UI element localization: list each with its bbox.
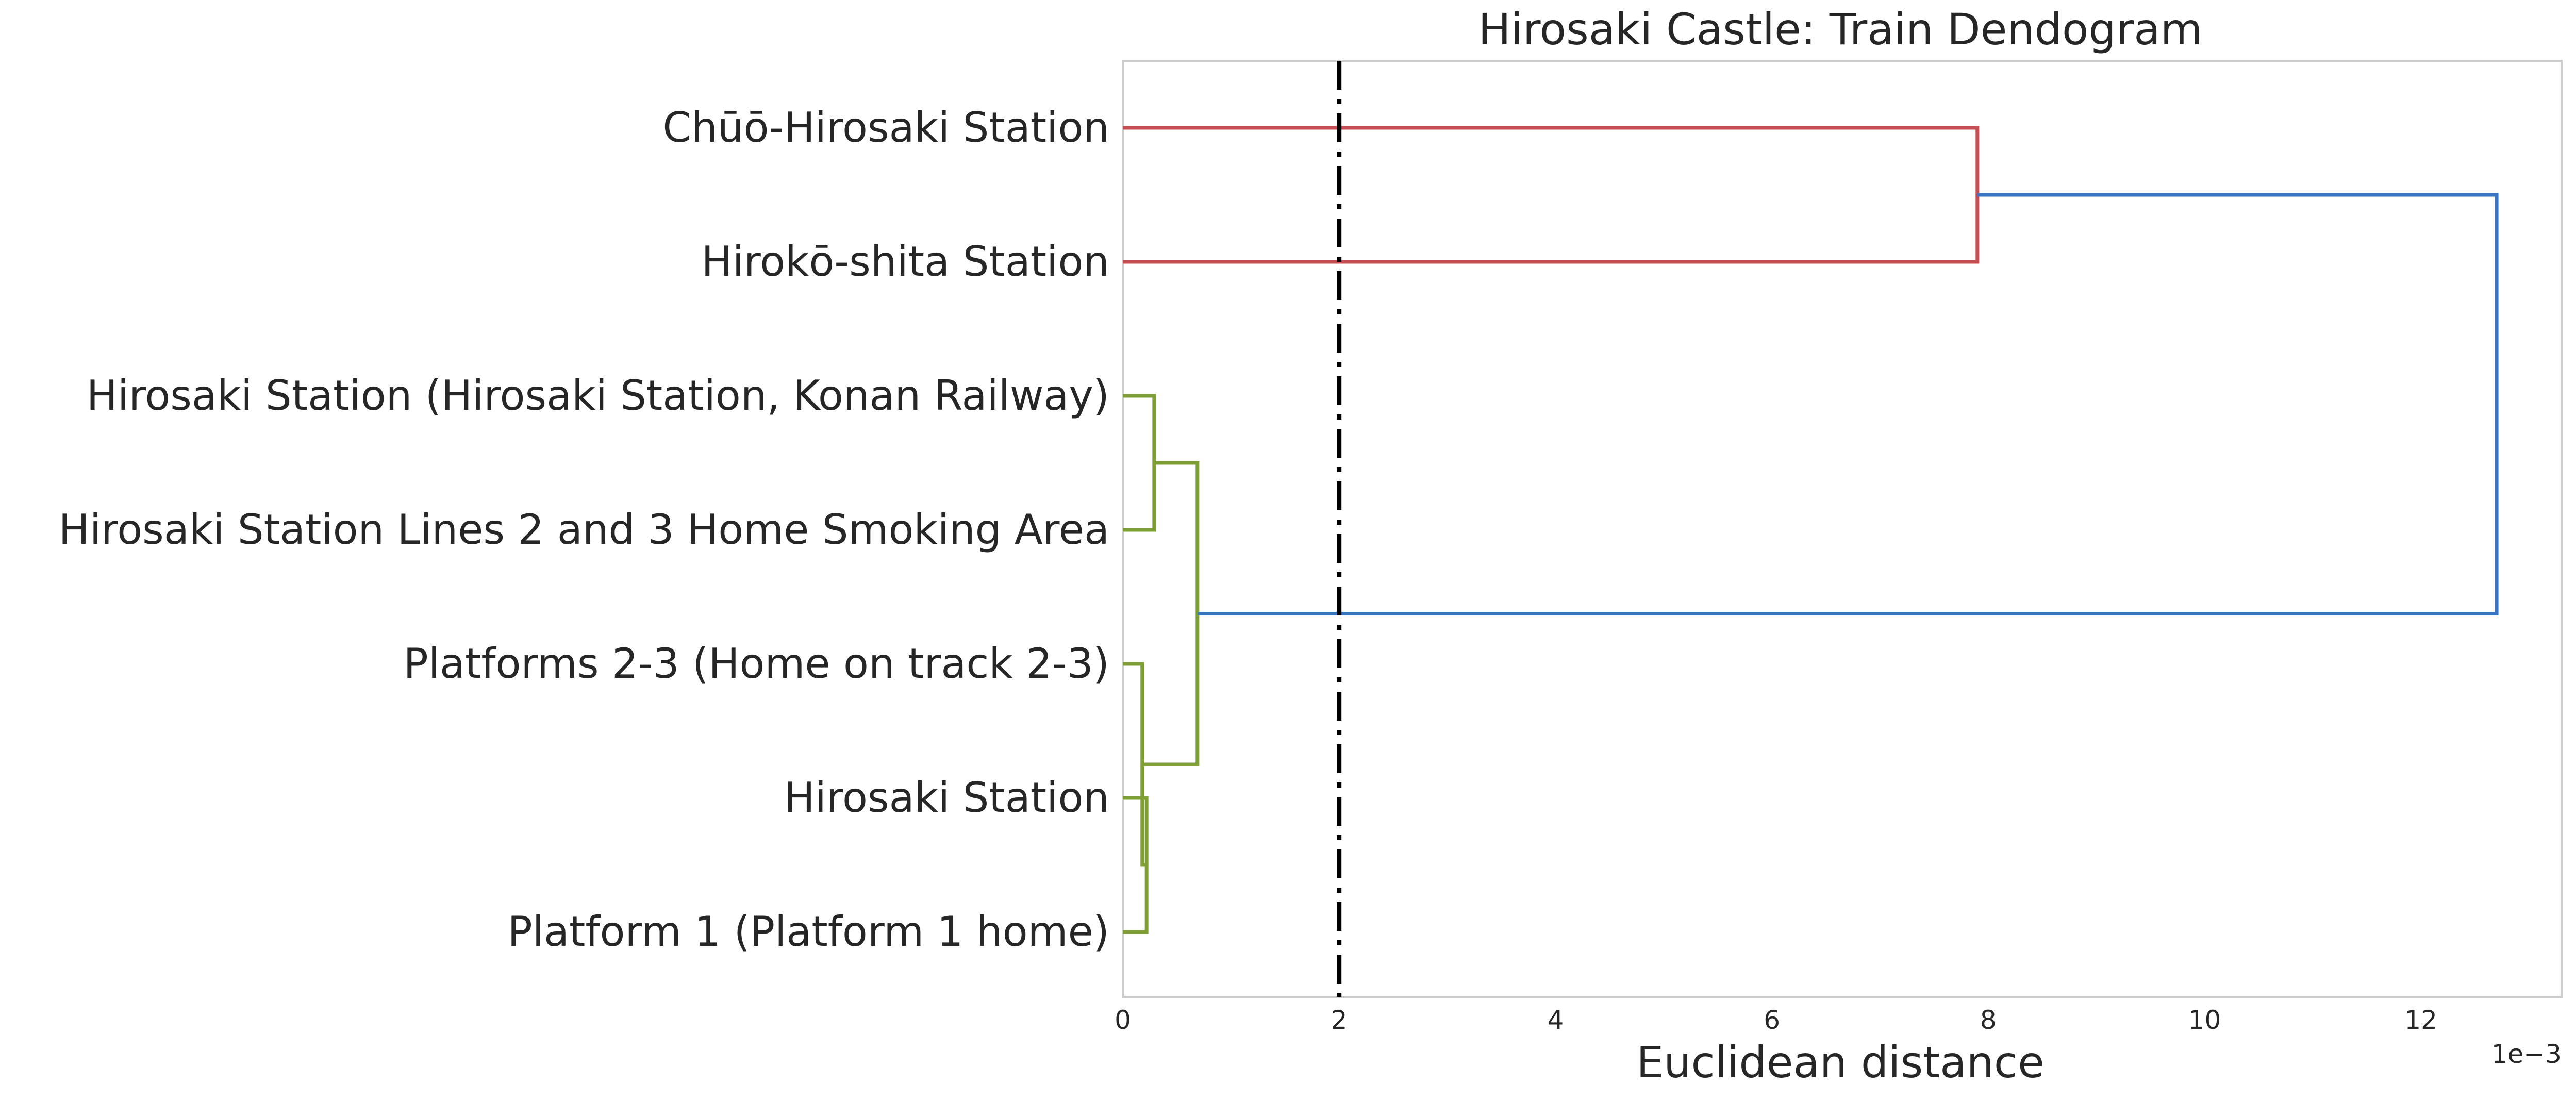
x-tick-label: 4 (1547, 1005, 1564, 1035)
x-axis-label: Euclidean distance (1636, 1037, 2045, 1088)
dendrogram-link (1123, 126, 1980, 264)
leaf-label: Chūō-Hirosaki Station (662, 104, 1109, 152)
x-tick-label: 12 (2404, 1005, 2437, 1035)
x-tick-label: 6 (1764, 1005, 1780, 1035)
dendrogram-link (1123, 394, 1156, 532)
x-axis-ticks: 0 2 4 6 8 10 12 (1115, 1005, 2437, 1035)
x-tick-label: 10 (2188, 1005, 2221, 1035)
leaf-label: Hirosaki Station (784, 774, 1109, 822)
x-tick-label: 2 (1331, 1005, 1348, 1035)
leaf-label: Hirosaki Station Lines 2 and 3 Home Smok… (59, 506, 1109, 554)
leaf-label: Hirokō-shita Station (702, 238, 1109, 286)
dendrogram-link (1142, 461, 1200, 766)
leaf-labels: Chūō-Hirosaki Station Hirokō-shita Statio… (59, 104, 1109, 956)
chart-title: Hirosaki Castle: Train Dendogram (1478, 4, 2202, 55)
leaf-label: Hirosaki Station (Hirosaki Station, Kona… (87, 372, 1109, 420)
dendrogram-links (1123, 126, 2499, 934)
leaf-label: Platform 1 (Platform 1 home) (508, 908, 1110, 956)
dendrogram-link (1123, 796, 1149, 934)
dendrogram-link (1197, 193, 2499, 615)
leaf-label: Platforms 2-3 (Home on track 2-3) (404, 640, 1109, 688)
x-axis-scale-label: 1e−3 (2491, 1039, 2562, 1069)
dendrogram-link (1123, 662, 1147, 867)
x-tick-label: 0 (1115, 1005, 1131, 1035)
x-tick-label: 8 (1980, 1005, 1997, 1035)
